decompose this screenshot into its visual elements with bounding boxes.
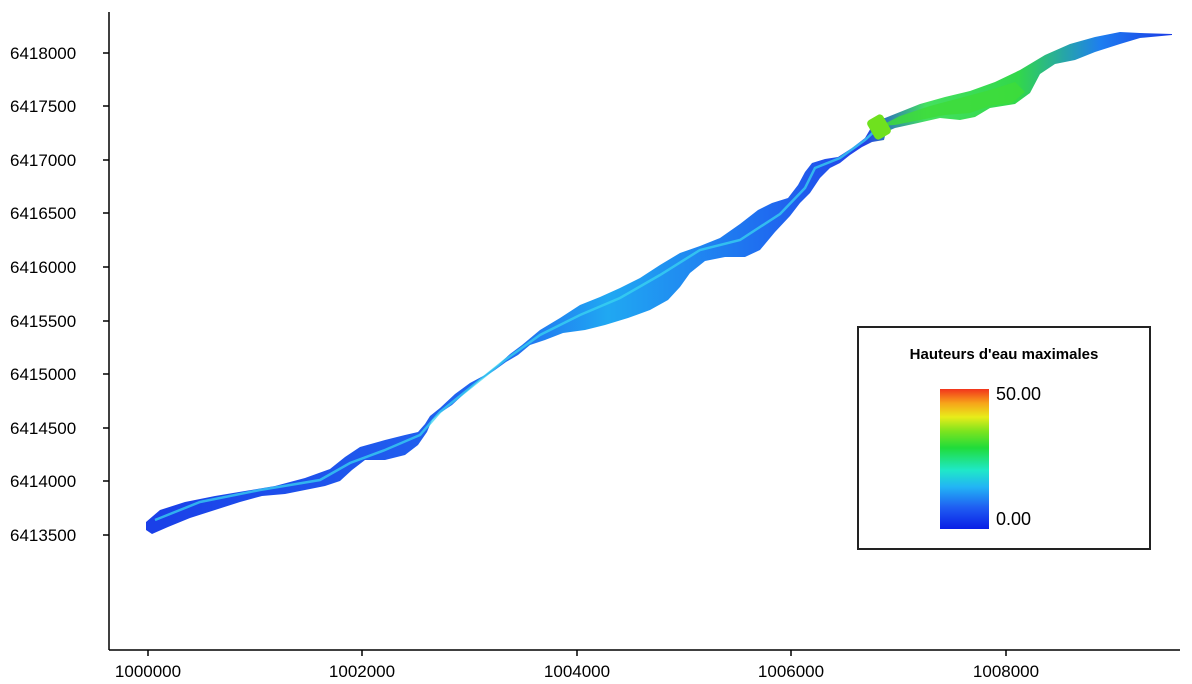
y-tick-label: 6416500	[10, 204, 76, 223]
y-tick-label: 6416000	[10, 258, 76, 277]
x-tick-label: 1006000	[758, 662, 824, 681]
y-tick-label: 6414500	[10, 419, 76, 438]
x-tick-label: 1002000	[329, 662, 395, 681]
y-tick-label: 6415500	[10, 312, 76, 331]
legend-box: Hauteurs d'eau maximales 50.00 0.00	[857, 326, 1151, 550]
x-tick-label: 1008000	[973, 662, 1039, 681]
river-channel	[154, 125, 881, 522]
legend-title: Hauteurs d'eau maximales	[909, 346, 1099, 363]
river-flood-extent	[146, 32, 1172, 534]
y-ticks	[103, 52, 109, 536]
y-tick-label: 6417500	[10, 97, 76, 116]
dam-marker	[867, 114, 891, 140]
upstream-high-depth-area	[880, 82, 1025, 126]
y-tick-label: 6418000	[10, 44, 76, 63]
y-tick-label: 6417000	[10, 151, 76, 170]
y-tick-label: 6414000	[10, 472, 76, 491]
y-tick-label: 6413500	[10, 526, 76, 545]
color-scale-bar	[940, 389, 989, 529]
x-tick-label: 1004000	[544, 662, 610, 681]
legend-max-label: 50.00	[996, 384, 1042, 404]
y-tick-label: 6415000	[10, 365, 76, 384]
x-ticks	[147, 650, 1007, 656]
legend-min-label: 0.00	[996, 509, 1032, 529]
x-tick-label: 1000000	[115, 662, 181, 681]
